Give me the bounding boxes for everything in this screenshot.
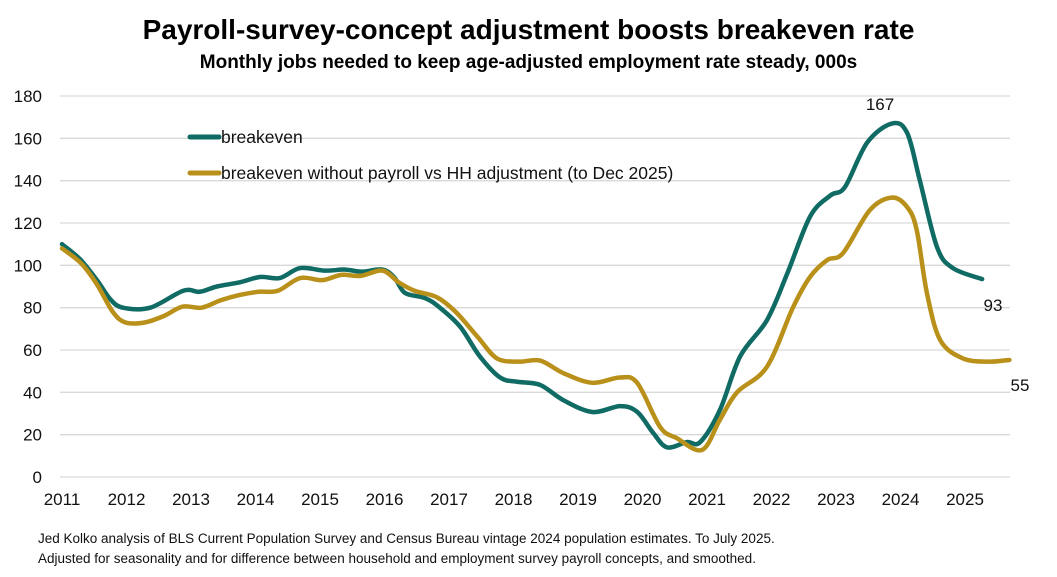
footnote-source: Jed Kolko analysis of BLS Current Popula… <box>38 531 775 546</box>
x-tick-label: 2017 <box>430 490 468 509</box>
chart-title: Payroll-survey-concept adjustment boosts… <box>142 14 915 45</box>
x-tick-label: 2018 <box>495 490 533 509</box>
y-tick-label: 100 <box>14 256 42 275</box>
y-tick-label: 20 <box>23 426 42 445</box>
y-tick-label: 120 <box>14 214 42 233</box>
x-tick-label: 2015 <box>301 490 339 509</box>
data-label: 55 <box>1011 376 1030 395</box>
y-tick-label: 180 <box>14 87 42 106</box>
x-tick-label: 2022 <box>753 490 791 509</box>
x-tick-label: 2024 <box>882 490 920 509</box>
data-label: 167 <box>866 95 894 114</box>
y-tick-label: 40 <box>23 383 42 402</box>
x-tick-label: 2012 <box>108 490 146 509</box>
series-line-breakeven-unadjusted <box>59 195 1012 453</box>
x-tick-label: 2019 <box>559 490 597 509</box>
x-tick-label: 2016 <box>366 490 404 509</box>
x-tick-label: 2014 <box>237 490 275 509</box>
series-line-breakeven <box>59 120 985 450</box>
x-tick-label: 2021 <box>688 490 726 509</box>
y-tick-label: 80 <box>23 299 42 318</box>
chart-subtitle: Monthly jobs needed to keep age-adjusted… <box>199 52 858 73</box>
y-tick-label: 140 <box>14 172 42 191</box>
y-tick-label: 0 <box>33 468 42 487</box>
legend-label: breakeven without payroll vs HH adjustme… <box>221 163 673 183</box>
x-tick-label: 2011 <box>44 490 81 509</box>
x-tick-label: 2020 <box>624 490 662 509</box>
y-tick-label: 60 <box>23 341 42 360</box>
footnote-method: Adjusted for seasonality and for differe… <box>38 551 756 566</box>
y-tick-label: 160 <box>14 129 42 148</box>
legend-label: breakeven <box>221 127 303 147</box>
x-tick-label: 2013 <box>172 490 210 509</box>
data-label: 93 <box>984 296 1003 315</box>
x-tick-label: 2023 <box>817 490 855 509</box>
x-tick-label: 2025 <box>946 490 984 509</box>
